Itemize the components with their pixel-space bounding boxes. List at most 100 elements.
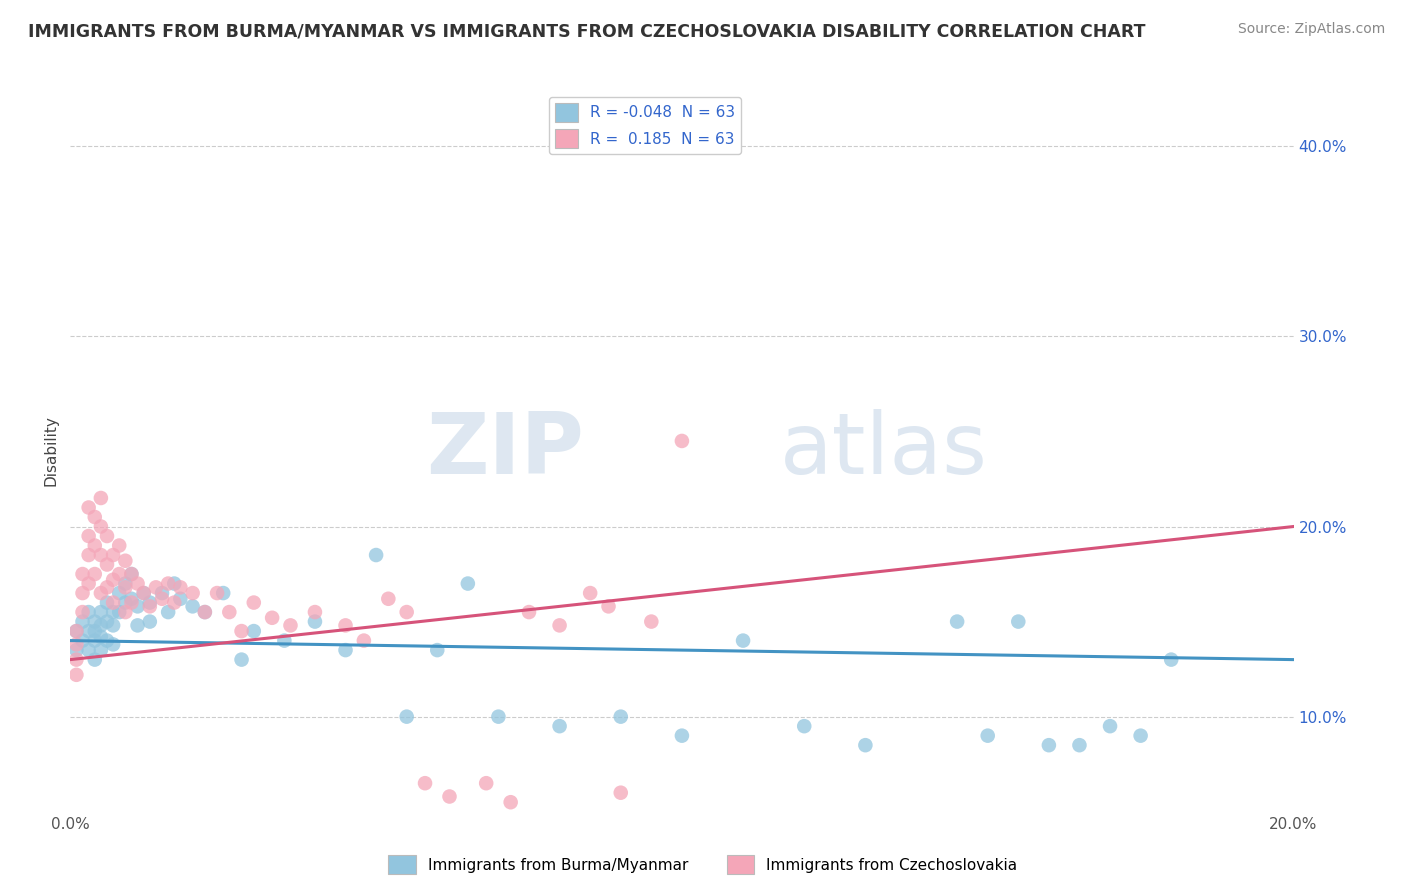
Point xyxy=(579,586,602,600)
Point xyxy=(77,500,100,515)
Text: ZIP: ZIP xyxy=(426,409,583,492)
Point xyxy=(90,605,112,619)
Point xyxy=(1099,719,1122,733)
Point xyxy=(598,599,620,614)
Point xyxy=(475,776,498,790)
Point xyxy=(1069,738,1091,752)
Point xyxy=(114,605,136,619)
Point xyxy=(121,591,143,606)
Point xyxy=(101,596,124,610)
Point xyxy=(101,573,124,587)
Point xyxy=(976,729,998,743)
Point xyxy=(169,580,191,594)
Point xyxy=(150,586,173,600)
Point xyxy=(77,643,100,657)
Point xyxy=(488,709,510,723)
Point xyxy=(83,510,105,524)
Point xyxy=(218,605,240,619)
Point xyxy=(90,519,112,533)
Point xyxy=(65,643,87,657)
Point xyxy=(83,624,105,639)
Point xyxy=(353,633,375,648)
Point xyxy=(262,611,284,625)
Point xyxy=(121,567,143,582)
Point xyxy=(426,643,449,657)
Point xyxy=(108,567,131,582)
Point xyxy=(96,615,118,629)
Point xyxy=(114,580,136,594)
Point xyxy=(335,618,357,632)
Point xyxy=(181,586,204,600)
Point xyxy=(395,605,418,619)
Legend: Immigrants from Burma/Myanmar, Immigrants from Czechoslovakia: Immigrants from Burma/Myanmar, Immigrant… xyxy=(382,849,1024,880)
Point xyxy=(72,633,94,648)
Point xyxy=(77,605,100,619)
Point xyxy=(733,633,755,648)
Point xyxy=(413,776,436,790)
Point xyxy=(121,567,143,582)
Point xyxy=(83,652,105,666)
Point xyxy=(304,605,326,619)
Point xyxy=(139,615,162,629)
Point xyxy=(83,633,105,648)
Point xyxy=(169,591,191,606)
Point xyxy=(132,586,155,600)
Point xyxy=(108,605,131,619)
Point xyxy=(101,637,124,651)
Point xyxy=(127,599,149,614)
Point xyxy=(157,576,180,591)
Point xyxy=(1007,615,1029,629)
Point xyxy=(90,586,112,600)
Point xyxy=(139,596,162,610)
Point xyxy=(77,548,100,562)
Point xyxy=(114,576,136,591)
Point xyxy=(90,548,112,562)
Text: atlas: atlas xyxy=(780,409,988,492)
Point xyxy=(335,643,357,657)
Point xyxy=(212,586,235,600)
Point xyxy=(72,586,94,600)
Point xyxy=(145,580,167,594)
Point xyxy=(194,605,217,619)
Point xyxy=(439,789,461,804)
Point xyxy=(96,633,118,648)
Point xyxy=(194,605,217,619)
Point xyxy=(304,615,326,629)
Point xyxy=(90,618,112,632)
Point xyxy=(457,576,479,591)
Point xyxy=(121,596,143,610)
Point xyxy=(101,548,124,562)
Point xyxy=(205,586,228,600)
Point xyxy=(83,615,105,629)
Point xyxy=(548,719,571,733)
Point xyxy=(108,586,131,600)
Text: Source: ZipAtlas.com: Source: ZipAtlas.com xyxy=(1237,22,1385,37)
Point xyxy=(96,580,118,594)
Point xyxy=(90,643,112,657)
Point xyxy=(280,618,302,632)
Point xyxy=(231,652,253,666)
Point xyxy=(83,567,105,582)
Point xyxy=(96,596,118,610)
Point xyxy=(640,615,662,629)
Point xyxy=(231,624,253,639)
Point xyxy=(671,434,693,448)
Y-axis label: Disability: Disability xyxy=(44,415,59,486)
Point xyxy=(77,529,100,543)
Point xyxy=(90,630,112,644)
Point xyxy=(65,668,87,682)
Point xyxy=(72,615,94,629)
Point xyxy=(1129,729,1152,743)
Point xyxy=(77,624,100,639)
Point xyxy=(90,491,112,505)
Legend: R = -0.048  N = 63, R =  0.185  N = 63: R = -0.048 N = 63, R = 0.185 N = 63 xyxy=(548,97,741,154)
Point xyxy=(273,633,295,648)
Point xyxy=(548,618,571,632)
Point xyxy=(1038,738,1060,752)
Point xyxy=(108,539,131,553)
Point xyxy=(243,596,266,610)
Point xyxy=(366,548,388,562)
Point xyxy=(72,605,94,619)
Point xyxy=(1160,652,1182,666)
Point xyxy=(157,605,180,619)
